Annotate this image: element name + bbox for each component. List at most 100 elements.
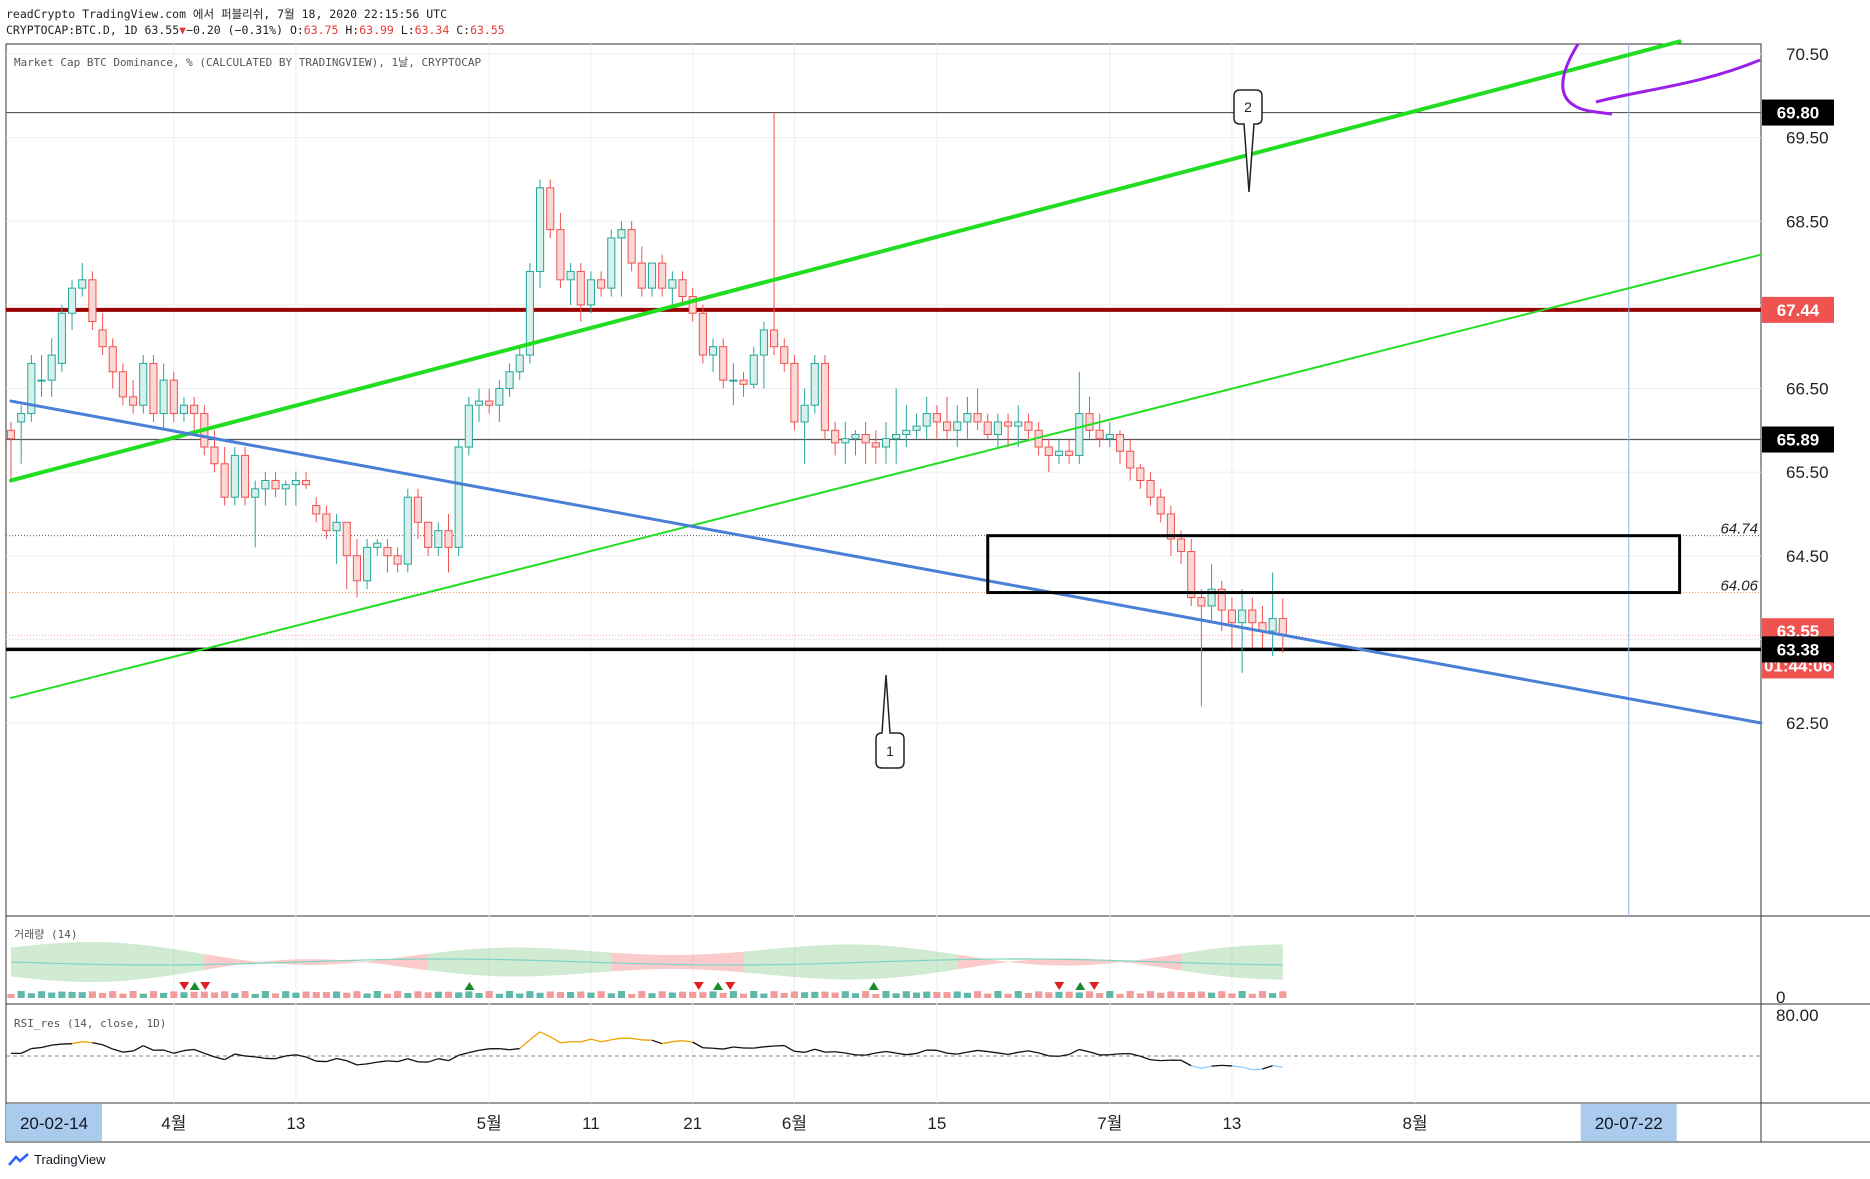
candle-body bbox=[190, 404, 199, 415]
candle-body bbox=[1024, 421, 1033, 431]
rsi-segment bbox=[1079, 1048, 1090, 1053]
trendlines[interactable] bbox=[9, 39, 1763, 725]
price-zone-rectangle[interactable] bbox=[986, 534, 1682, 595]
volume-bar bbox=[78, 992, 86, 998]
rsi-segment bbox=[275, 1055, 286, 1060]
candle-body bbox=[1136, 467, 1145, 481]
volume-bar bbox=[567, 991, 575, 998]
volume-bar bbox=[1167, 991, 1175, 998]
candle-up bbox=[1075, 371, 1084, 464]
volume-bar bbox=[1146, 991, 1155, 998]
callout-arrow-2[interactable]: 2 bbox=[1233, 89, 1263, 193]
callout-arrow-1[interactable]: 1 bbox=[875, 674, 905, 769]
volume-bar bbox=[770, 991, 778, 998]
rsi-segment bbox=[387, 1060, 398, 1063]
footer-brand[interactable]: TradingView bbox=[8, 1152, 106, 1167]
candle-body bbox=[434, 530, 443, 548]
candle-down bbox=[485, 388, 494, 414]
rsi-segment bbox=[783, 1045, 795, 1052]
candle-up bbox=[67, 279, 77, 330]
rsi-segment bbox=[896, 1052, 907, 1056]
candle-up bbox=[505, 363, 514, 397]
candle-up bbox=[647, 262, 657, 297]
candle-body bbox=[1115, 433, 1125, 452]
volume-bar bbox=[465, 991, 473, 998]
price-axis[interactable]: 70.50 69.50 68.50 66.50 65.50 64.50 62.50 bbox=[1786, 45, 1829, 733]
candle-body bbox=[88, 279, 97, 323]
rsi-segment bbox=[438, 1058, 449, 1062]
rsi-segment bbox=[611, 1037, 622, 1041]
candle-up bbox=[47, 338, 56, 397]
time-tick: 13 bbox=[1222, 1114, 1241, 1133]
candle-down bbox=[342, 521, 351, 590]
candle-body bbox=[647, 262, 657, 289]
volume-bar bbox=[139, 993, 147, 998]
signal-up-icon bbox=[189, 982, 200, 990]
rsi-segment bbox=[143, 1045, 154, 1051]
chart-header: readCrypto TradingView.com 에서 퍼블리쉬, 7월 1… bbox=[6, 6, 505, 38]
candle-body bbox=[17, 413, 26, 423]
rsi-segment bbox=[193, 1048, 205, 1054]
volume-bar bbox=[1065, 991, 1073, 998]
volume-cloud bbox=[743, 944, 958, 980]
candle-up bbox=[912, 413, 921, 439]
candle-body bbox=[902, 429, 911, 435]
trendline-0[interactable] bbox=[9, 39, 1682, 483]
time-tick: 6월 bbox=[782, 1114, 807, 1133]
candle-body bbox=[1065, 450, 1074, 456]
volume-bar bbox=[923, 991, 931, 998]
candle-up bbox=[291, 472, 300, 506]
rsi-tick-80: 80.00 bbox=[1776, 1006, 1819, 1025]
candle-body bbox=[474, 400, 484, 406]
ohlc-line: CRYPTOCAP:BTC.D, 1D 63.55▼−0.20 (−0.31%)… bbox=[6, 22, 505, 38]
rsi-segment bbox=[448, 1054, 459, 1062]
rsi-segment bbox=[407, 1058, 419, 1063]
candle-down bbox=[118, 363, 127, 406]
candle-down bbox=[240, 447, 250, 506]
candle-body bbox=[1268, 617, 1277, 632]
rsi-segment bbox=[1252, 1068, 1263, 1071]
trendline-2[interactable] bbox=[9, 399, 1763, 725]
open-label: O: bbox=[289, 23, 304, 37]
rsi-segment bbox=[1109, 1053, 1121, 1056]
volume-bar bbox=[1024, 992, 1033, 998]
volume-bar bbox=[1248, 993, 1256, 998]
candle-body bbox=[566, 270, 575, 281]
volume-bar bbox=[699, 992, 707, 998]
volume-bar bbox=[1197, 991, 1205, 998]
rsi-segment bbox=[214, 1056, 225, 1061]
price-badge-text: 65.89 bbox=[1777, 431, 1820, 450]
time-axis[interactable]: 4월 13 5월 11 21 6월 15 7월 13 8월 20-02-14 20-07-22 bbox=[6, 1104, 1677, 1141]
purple-freehand-curve[interactable] bbox=[1561, 43, 1613, 116]
candle-down bbox=[1248, 597, 1257, 648]
candle-up bbox=[363, 539, 372, 590]
time-tick: 13 bbox=[286, 1114, 305, 1133]
rsi-segment bbox=[427, 1058, 439, 1063]
candle-body bbox=[770, 329, 779, 348]
volume-bar bbox=[1106, 991, 1114, 998]
rsi-segment bbox=[1201, 1065, 1212, 1069]
rsi-segment bbox=[305, 1056, 317, 1062]
candle-body bbox=[536, 187, 545, 272]
signal-up-icon bbox=[713, 982, 723, 990]
candle-down bbox=[190, 396, 199, 431]
candle-body bbox=[1176, 538, 1186, 553]
candle-body bbox=[230, 454, 239, 498]
volume-bar bbox=[1258, 991, 1267, 998]
volume-bar bbox=[526, 991, 534, 998]
candle-down bbox=[413, 488, 423, 540]
volume-bar bbox=[1136, 993, 1144, 998]
candle-body bbox=[932, 413, 941, 423]
candle-down bbox=[1065, 438, 1074, 464]
trendline-1[interactable] bbox=[10, 253, 1762, 699]
volume-bar bbox=[88, 991, 96, 998]
price-badge-bg bbox=[1762, 636, 1834, 663]
candle-body bbox=[383, 546, 392, 557]
purple-freehand-stroke[interactable] bbox=[1595, 58, 1761, 104]
volume-bar bbox=[434, 991, 442, 998]
candle-down bbox=[627, 221, 636, 272]
rsi-segment bbox=[1140, 1055, 1151, 1061]
rsi-segment bbox=[1089, 1051, 1100, 1056]
volume-bar bbox=[953, 991, 961, 998]
